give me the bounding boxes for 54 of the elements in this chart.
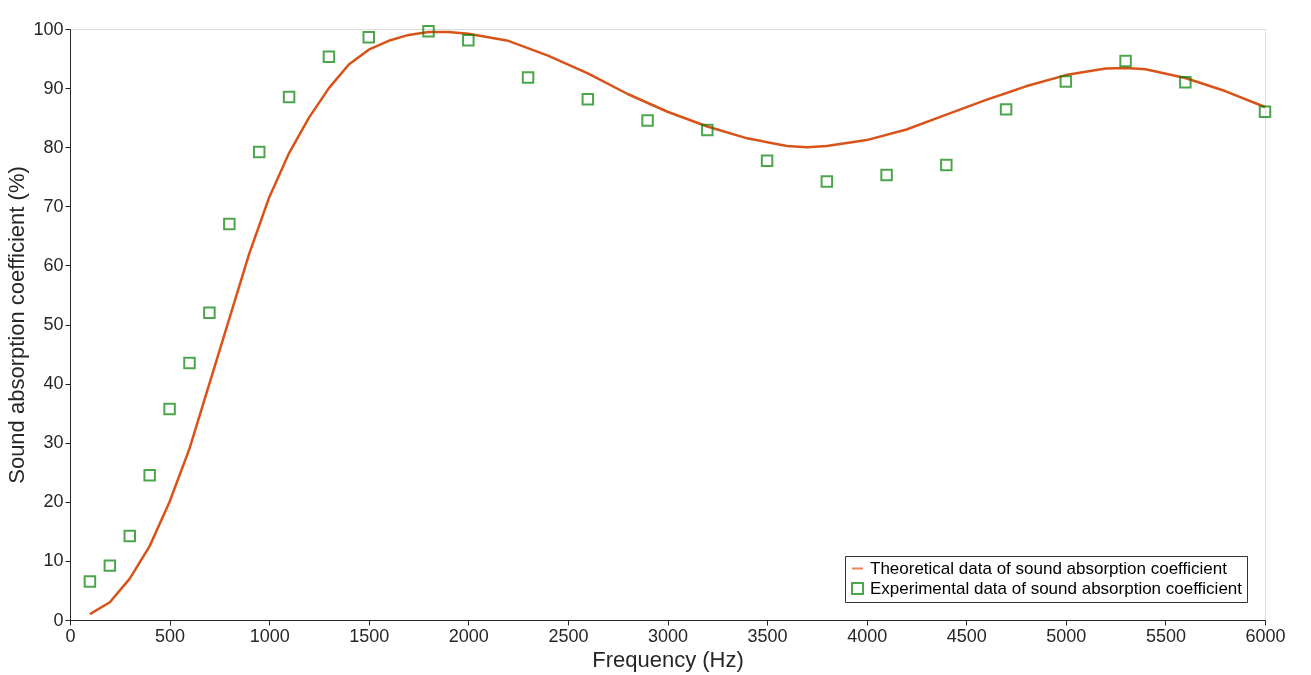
- point: [223, 217, 236, 231]
- point: [462, 33, 475, 47]
- point: [999, 103, 1013, 116]
- legend-label: Experimental data of sound absorption coefficient: [870, 578, 1243, 598]
- y-tick-label: 20: [43, 491, 64, 512]
- point: [820, 175, 834, 188]
- y-tick-label: 100: [33, 18, 64, 39]
- point: [123, 529, 136, 543]
- y-tick-label: 30: [43, 432, 64, 453]
- x-tick-label: 5000: [1046, 625, 1087, 646]
- y-tick-label: 80: [43, 136, 64, 157]
- point: [163, 402, 176, 416]
- point: [322, 50, 336, 64]
- point: [1059, 75, 1073, 88]
- y-tick-label: 40: [43, 373, 64, 394]
- x-tick-label: 5500: [1145, 625, 1186, 646]
- x-tick-label: 3500: [747, 625, 788, 646]
- y-tick-label: 60: [43, 254, 64, 275]
- point: [103, 559, 117, 572]
- y-tick-label: 70: [43, 195, 64, 216]
- point: [143, 468, 156, 482]
- point: [701, 123, 714, 137]
- point: [1119, 54, 1132, 68]
- point: [641, 114, 654, 127]
- y-tick-label: 50: [43, 314, 64, 334]
- x-tick-label: 4500: [946, 625, 987, 646]
- x-tick-label: 6000: [1245, 625, 1286, 646]
- y-tick-label: 90: [43, 77, 64, 98]
- x-tick-label: 3000: [647, 625, 689, 646]
- x-tick-label: 1000: [249, 625, 290, 646]
- point: [581, 93, 595, 106]
- point: [760, 154, 774, 168]
- legend-label: Theoretical data of sound absorption coefficient: [870, 558, 1228, 578]
- point: [880, 168, 893, 182]
- point: [521, 71, 535, 84]
- y-tick-label: 0: [53, 609, 64, 630]
- point: [422, 25, 435, 38]
- x-tick-label: 2000: [448, 625, 489, 646]
- point: [940, 158, 953, 172]
- y-axis-title: Sound absorption coefficient (%): [4, 166, 30, 484]
- point: [203, 306, 216, 319]
- point: [362, 31, 375, 44]
- x-tick-label: 500: [155, 625, 186, 646]
- point: [1179, 75, 1192, 89]
- x-tick-label: 2500: [548, 625, 589, 646]
- x-tick-label: 4000: [847, 625, 888, 646]
- y-tick-label: 10: [43, 550, 64, 571]
- point: [183, 356, 196, 370]
- x-tick-label: 1500: [349, 625, 390, 646]
- point: [282, 90, 296, 104]
- x-axis-title: Frequency (Hz): [592, 646, 744, 672]
- point: [1258, 105, 1272, 118]
- point: [83, 575, 97, 588]
- point: [252, 145, 266, 159]
